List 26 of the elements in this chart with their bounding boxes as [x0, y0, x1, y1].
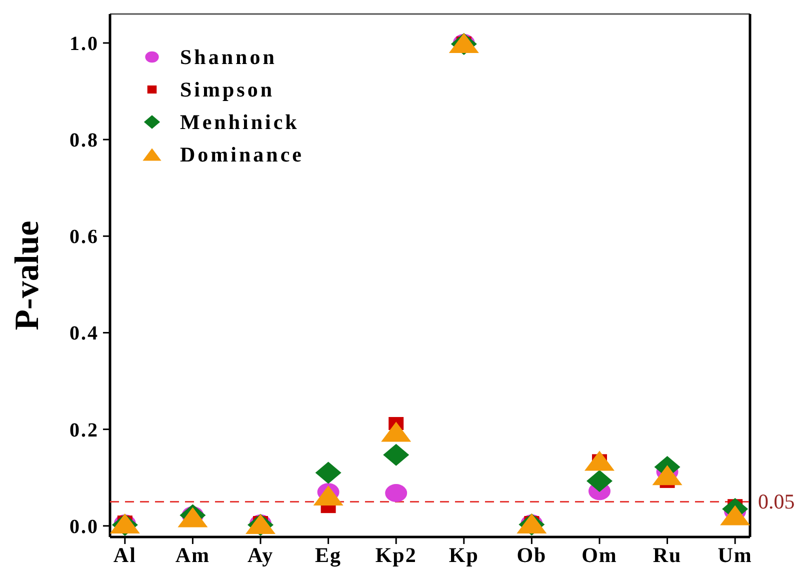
x-tick-label: Am [175, 543, 210, 567]
ref-line-label: 0.05 [758, 490, 795, 514]
y-axis-title: P-value [9, 220, 46, 330]
y-tick-label: 1.0 [70, 32, 99, 55]
legend-label: Dominance [180, 142, 304, 166]
x-tick-label: Um [718, 543, 752, 567]
y-tick-label: 0.0 [70, 516, 99, 538]
x-tick-label: Eg [315, 543, 342, 567]
y-tick-label: 0.2 [70, 419, 99, 442]
x-tick-label: Kp [448, 543, 479, 567]
y-tick-label: 0.8 [70, 130, 99, 152]
point [586, 470, 612, 492]
y-tick-label: 0.6 [70, 226, 99, 248]
point [315, 462, 342, 484]
point [383, 444, 410, 466]
x-tick-label: Om [582, 543, 618, 567]
x-tick-label: Kp2 [375, 543, 417, 567]
x-tick-label: Ay [247, 543, 274, 567]
x-tick-label: Ru [652, 543, 682, 567]
x-tick-label: Ob [516, 543, 547, 567]
legend-label: Shannon [180, 45, 277, 69]
legend-label: Simpson [180, 78, 275, 102]
point [385, 484, 408, 502]
y-tick-label: 0.4 [70, 322, 99, 345]
x-tick-label: Al [113, 543, 136, 567]
legend-label: Menhinick [180, 110, 300, 134]
